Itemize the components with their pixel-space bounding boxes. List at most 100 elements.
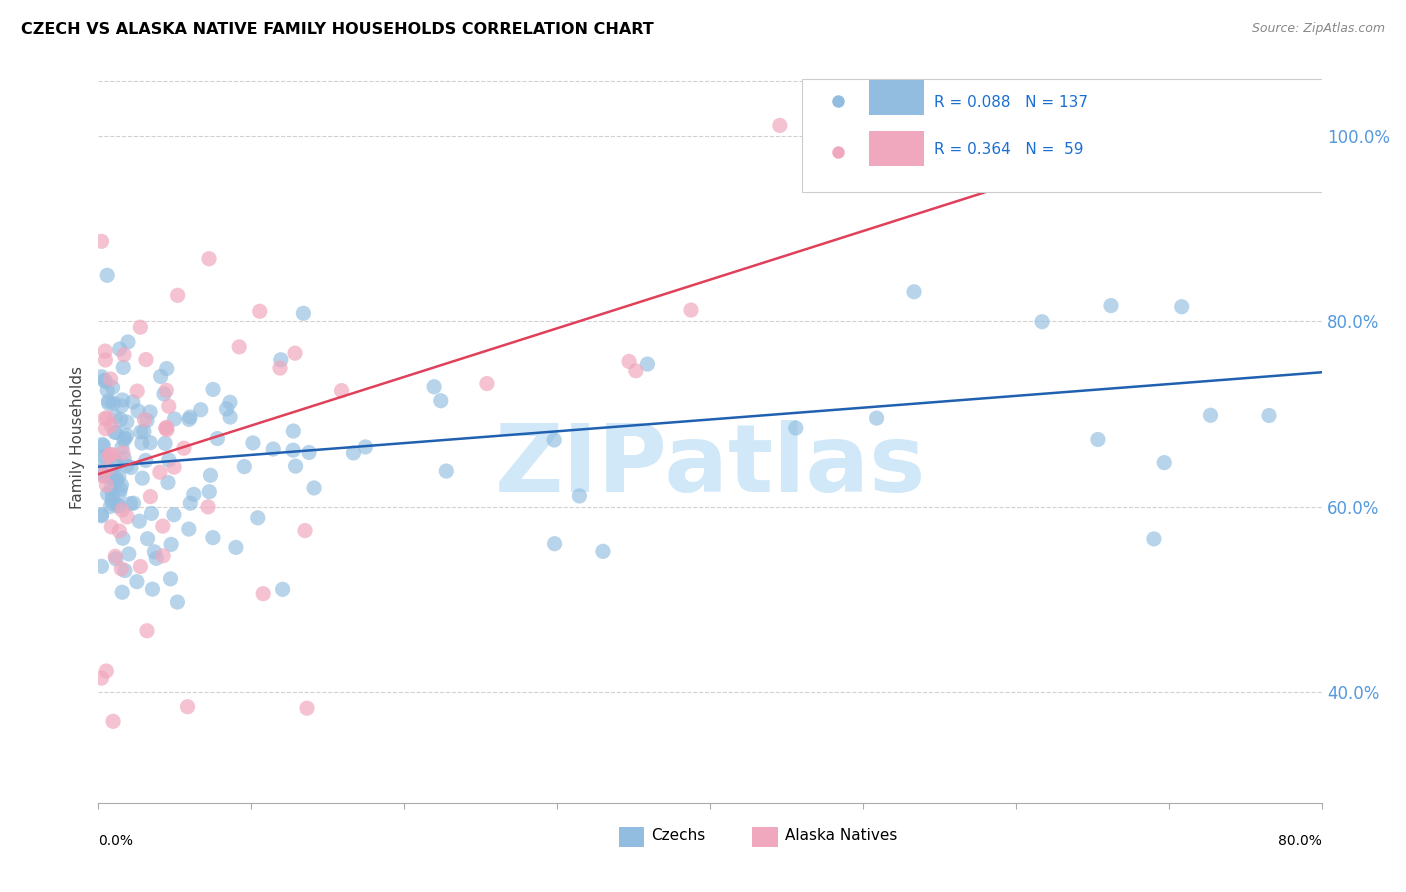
Point: [568, 489, 591, 503]
Point: [153, 387, 176, 401]
Text: 80.0%: 80.0%: [1278, 834, 1322, 848]
Point: [104, 549, 127, 564]
Point: [94, 469, 117, 483]
Text: ZIPatlas: ZIPatlas: [495, 420, 925, 512]
Point: [136, 532, 159, 546]
Point: [785, 421, 807, 435]
Point: [97, 487, 120, 501]
Point: [114, 431, 136, 445]
Point: [219, 410, 242, 425]
Point: [159, 572, 181, 586]
Point: [166, 595, 188, 609]
Point: [120, 497, 142, 511]
Point: [112, 360, 135, 375]
Point: [98, 500, 121, 514]
Point: [233, 459, 256, 474]
Point: [249, 304, 271, 318]
Point: [100, 472, 122, 486]
Point: [179, 410, 201, 425]
Point: [100, 372, 122, 386]
Point: [132, 425, 155, 439]
Point: [143, 545, 166, 559]
Point: [127, 404, 149, 418]
Point: [93, 373, 115, 387]
Point: [111, 392, 134, 407]
Point: [100, 418, 122, 433]
Point: [100, 482, 122, 496]
Point: [252, 587, 274, 601]
Point: [153, 436, 176, 450]
Point: [90, 464, 112, 478]
Point: [1143, 532, 1166, 546]
Point: [100, 520, 122, 534]
Point: [93, 468, 115, 483]
Point: [129, 425, 152, 439]
Point: [1258, 409, 1281, 423]
Point: [176, 699, 198, 714]
Point: [163, 508, 186, 522]
Point: [111, 531, 134, 545]
Point: [198, 252, 221, 266]
Point: [98, 449, 121, 463]
Point: [105, 458, 128, 472]
Point: [330, 384, 353, 398]
Point: [120, 460, 142, 475]
Point: [125, 574, 148, 589]
Point: [127, 384, 149, 398]
Point: [1199, 409, 1222, 423]
Point: [429, 393, 451, 408]
Point: [94, 374, 117, 388]
Point: [624, 364, 647, 378]
Point: [90, 369, 112, 384]
Point: [1087, 433, 1109, 447]
Point: [107, 499, 129, 513]
Point: [270, 352, 292, 367]
Point: [242, 436, 264, 450]
Point: [139, 405, 162, 419]
Point: [543, 537, 565, 551]
Point: [110, 562, 132, 576]
Point: [295, 701, 318, 715]
Point: [177, 412, 200, 426]
Point: [543, 433, 565, 447]
Point: [115, 509, 138, 524]
Point: [292, 306, 315, 320]
Point: [269, 361, 291, 376]
Point: [96, 410, 118, 425]
Point: [94, 411, 117, 425]
Point: [475, 376, 498, 391]
Point: [90, 671, 112, 685]
Point: [111, 585, 134, 599]
Text: Czechs: Czechs: [651, 829, 706, 843]
Point: [354, 440, 377, 454]
Point: [103, 396, 125, 410]
Text: Alaska Natives: Alaska Natives: [785, 829, 897, 843]
Point: [342, 446, 364, 460]
Point: [107, 469, 129, 483]
Point: [97, 393, 120, 408]
Text: 0.0%: 0.0%: [98, 834, 134, 848]
Point: [769, 119, 792, 133]
Point: [156, 361, 179, 376]
Point: [298, 445, 321, 459]
Point: [110, 399, 132, 413]
Point: [104, 551, 127, 566]
Point: [114, 564, 136, 578]
Point: [302, 481, 325, 495]
Point: [94, 353, 117, 368]
Point: [155, 420, 177, 434]
Point: [111, 503, 134, 517]
Point: [108, 486, 131, 500]
Point: [94, 422, 117, 436]
Point: [434, 464, 457, 478]
Point: [215, 401, 238, 416]
Point: [128, 514, 150, 528]
Point: [101, 448, 124, 462]
Point: [225, 541, 247, 555]
Point: [111, 446, 134, 460]
Point: [1099, 299, 1122, 313]
Point: [155, 421, 177, 435]
Text: CZECH VS ALASKA NATIVE FAMILY HOUSEHOLDS CORRELATION CHART: CZECH VS ALASKA NATIVE FAMILY HOUSEHOLDS…: [21, 22, 654, 37]
Text: Source: ZipAtlas.com: Source: ZipAtlas.com: [1251, 22, 1385, 36]
Point: [134, 412, 156, 426]
